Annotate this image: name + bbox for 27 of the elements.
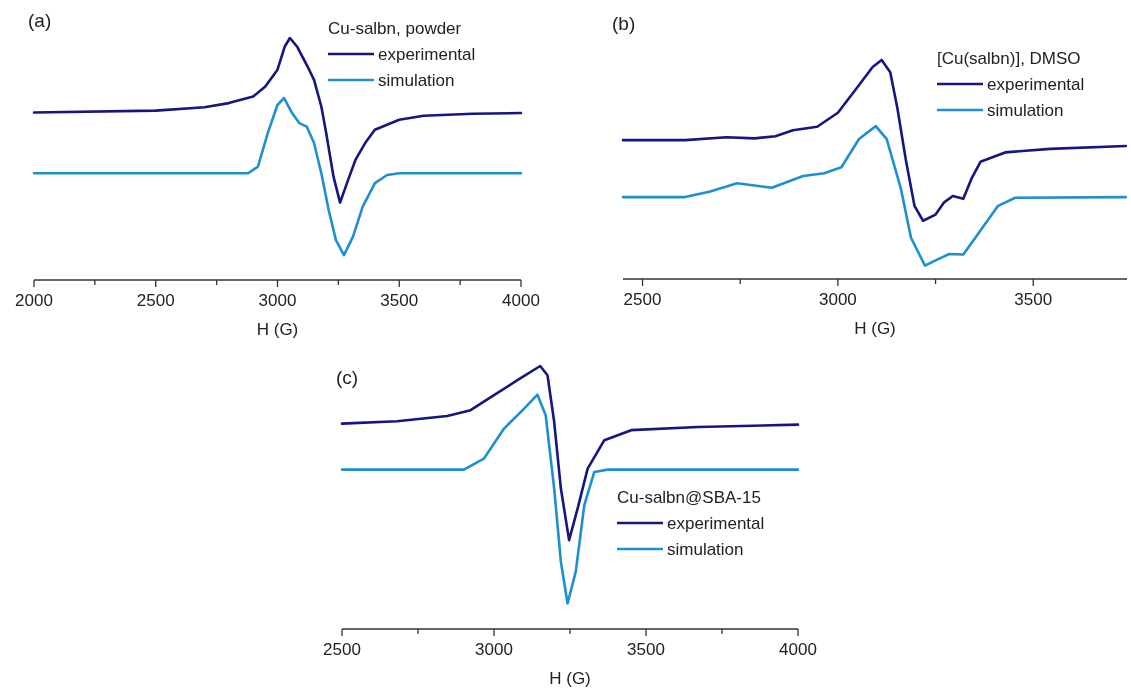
legend-label: simulation <box>987 101 1064 120</box>
x-tick-label: 2500 <box>323 640 361 659</box>
x-tick-label: 4000 <box>502 291 540 310</box>
legend-label: simulation <box>667 540 744 559</box>
chart-title: (a) <box>28 10 52 31</box>
x-tick-label: 3500 <box>1014 290 1053 309</box>
legend-label: experimental <box>378 45 476 64</box>
legend-label: experimental <box>987 75 1085 94</box>
x-tick-label: 3000 <box>475 640 513 659</box>
x-axis-title: H (G) <box>854 319 896 338</box>
x-axis-title: H (G) <box>549 669 591 688</box>
legend-title: Cu-salbn, powder <box>328 19 462 38</box>
legend-label: simulation <box>378 71 455 90</box>
x-tick-label: 3000 <box>258 291 297 310</box>
legend-title: [Cu(salbn)], DMSO <box>937 49 1081 68</box>
x-axis-title: H (G) <box>256 320 299 339</box>
x-tick-label: 3000 <box>818 290 857 309</box>
chart-title: (c) <box>336 367 359 388</box>
legend-label: experimental <box>667 514 765 533</box>
x-tick-label: 3500 <box>627 640 665 659</box>
x-tick-label: 2500 <box>136 291 175 310</box>
x-tick-label: 3500 <box>380 291 419 310</box>
chart-title: (b) <box>612 13 636 34</box>
x-tick-label: 2500 <box>623 290 662 309</box>
x-tick-label: 2000 <box>15 291 53 310</box>
x-tick-label: 4000 <box>779 640 817 659</box>
legend-title: Cu-salbn@SBA-15 <box>617 488 761 507</box>
